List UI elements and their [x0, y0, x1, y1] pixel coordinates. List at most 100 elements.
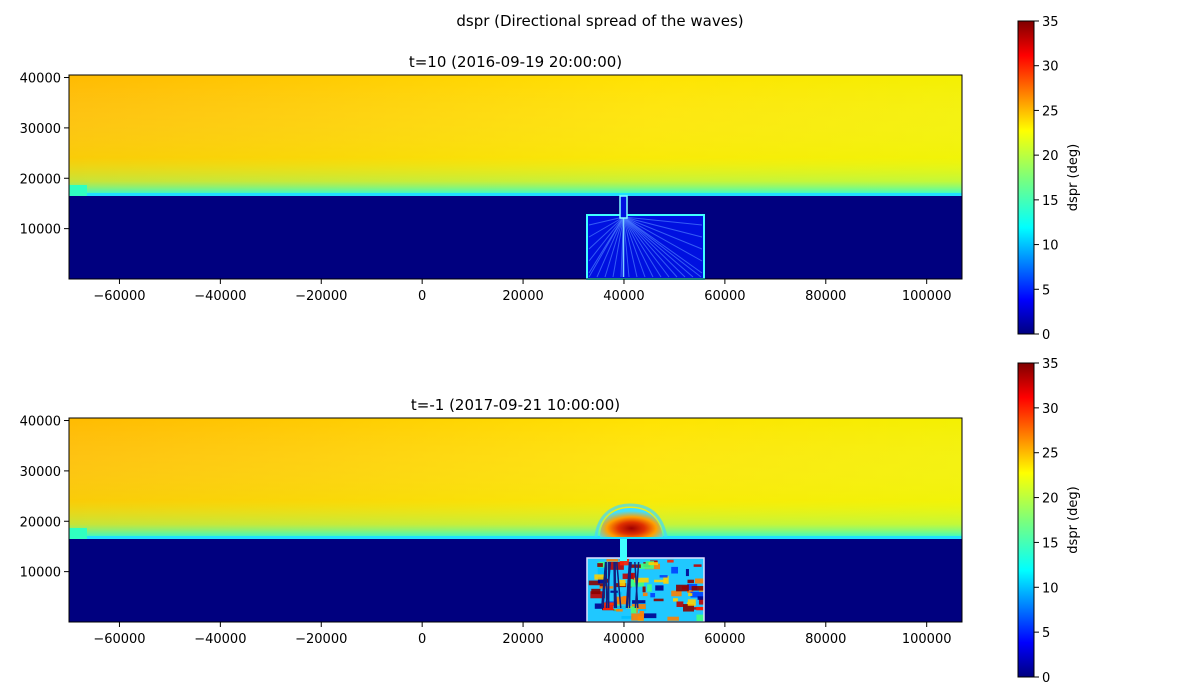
harbour-cell — [613, 605, 626, 610]
harbour-cell — [613, 596, 630, 605]
colorbar-tick-label: 20 — [1042, 149, 1059, 164]
harbour-ray — [623, 216, 703, 274]
harbour-ray — [596, 216, 624, 278]
harbour-cell — [594, 603, 605, 609]
harbour-cell — [622, 595, 627, 602]
colorbar-1-label: dspr (deg) — [1066, 144, 1081, 211]
harbour-ray — [612, 216, 624, 278]
x-tick-label: −20000 — [295, 289, 347, 304]
harbour-cell — [597, 563, 603, 567]
harbour-cell — [694, 578, 704, 584]
subplot-1-x-axis: −60000 −40000 −20000 0 20000 40000 60000 80000 1… — [93, 279, 952, 304]
x-tick-label: −60000 — [93, 632, 145, 647]
harbour-ray — [604, 216, 624, 278]
subplot-2-channel — [620, 539, 627, 561]
subplot-2-title: t=-1 (2017-09-21 10:00:00) — [411, 396, 620, 414]
y-tick-label: 20000 — [20, 172, 61, 187]
harbour-ray — [588, 216, 624, 262]
y-tick-label: 30000 — [20, 465, 61, 480]
harbour-cell — [676, 601, 684, 607]
x-tick-label: 60000 — [704, 289, 745, 304]
colorbar-tick-label: 0 — [1042, 671, 1050, 686]
harbour-cell — [683, 604, 694, 612]
subplot-1-coastline-band — [69, 193, 962, 196]
y-tick-label: 20000 — [20, 515, 61, 530]
harbour-cell — [687, 599, 696, 606]
subplot-2-axes-frame — [68, 417, 963, 623]
harbour-cell — [619, 579, 626, 587]
colorbar-tick-label: 10 — [1042, 581, 1059, 596]
colorbar-tick-label: 5 — [1042, 283, 1050, 298]
colorbar-tick-label: 35 — [1042, 357, 1059, 372]
harbour-cell — [621, 615, 633, 619]
y-tick-label: 30000 — [20, 122, 61, 137]
x-tick-label: 100000 — [902, 632, 952, 647]
subplot-2-coastline-band — [69, 536, 962, 539]
colorbar-tick-label: 0 — [1042, 328, 1050, 343]
harbour-cell — [653, 598, 664, 602]
harbour-cell — [690, 591, 704, 598]
x-tick-label: 80000 — [805, 632, 846, 647]
x-tick-label: 20000 — [502, 289, 543, 304]
harbour-cell — [631, 604, 646, 610]
harbour-streak — [616, 561, 622, 609]
harbour-ray — [623, 216, 703, 238]
subplot-1-west-boundary-step — [69, 185, 87, 196]
subplot-1-field — [69, 75, 962, 280]
figure-suptitle: dspr (Directional spread of the waves) — [456, 12, 743, 30]
x-tick-label: 40000 — [603, 632, 644, 647]
harbour-cell — [648, 562, 658, 566]
y-tick-label: 10000 — [20, 566, 61, 581]
harbour-cell — [659, 575, 668, 578]
harbour-cell — [597, 577, 607, 584]
harbour-ray — [623, 216, 686, 278]
subplot-1: t=10 (2016-09-19 20:00:00) −60000 −40000−… — [20, 53, 963, 304]
subplot-1-nearshore-region — [69, 196, 962, 279]
harbour-streak — [634, 561, 639, 609]
colorbar-tick-label: 25 — [1042, 447, 1059, 462]
harbour-streak — [625, 561, 631, 609]
subplot-1-harbour-rays — [588, 216, 703, 278]
harbour-cell — [591, 588, 601, 595]
subplot-2: t=-1 (2017-09-21 10:00:00) −60000 −40000−… — [20, 396, 963, 647]
harbour-ray — [623, 216, 646, 278]
subplot-1-title: t=10 (2016-09-19 20:00:00) — [409, 53, 622, 71]
harbour-cell — [667, 559, 674, 563]
harbour-cell — [630, 606, 637, 614]
colorbar-tick-label: 20 — [1042, 492, 1059, 507]
x-tick-label: 40000 — [603, 289, 644, 304]
colorbar-tick-label: 10 — [1042, 239, 1059, 254]
colorbar-tick-label: 30 — [1042, 60, 1059, 75]
harbour-cell — [606, 559, 619, 562]
colorbar-tick-label: 30 — [1042, 402, 1059, 417]
x-tick-label: 80000 — [805, 289, 846, 304]
y-tick-label: 40000 — [20, 72, 61, 87]
subplot-2-plume-halo — [594, 503, 668, 538]
harbour-cell — [619, 559, 630, 566]
x-tick-label: −60000 — [93, 289, 145, 304]
harbour-cell — [599, 583, 606, 588]
harbour-cell — [643, 613, 657, 619]
harbour-cell — [691, 585, 704, 591]
harbour-cell — [676, 584, 689, 592]
colorbar-1-gradient — [1017, 20, 1035, 335]
x-tick-label: 20000 — [502, 632, 543, 647]
subplot-2-harbour-pattern — [586, 557, 705, 623]
harbour-streak — [601, 561, 607, 609]
x-tick-label: 100000 — [902, 289, 952, 304]
subplot-2-west-boundary-step — [69, 528, 87, 539]
subplot-2-nearshore-region — [69, 539, 962, 622]
harbour-cell — [663, 575, 669, 584]
colorbar-tick-label: 15 — [1042, 536, 1059, 551]
harbour-ray — [588, 216, 624, 274]
subplot-2-y-axis: 10000 20000 30000 40000 — [20, 415, 69, 581]
harbour-cell — [654, 579, 666, 583]
harbour-cell — [687, 579, 694, 584]
harbour-cell — [632, 600, 646, 604]
harbour-cell — [696, 606, 704, 611]
harbour-ray — [623, 216, 654, 278]
subplot-1-offshore-shading — [69, 75, 962, 193]
harbour-cell — [642, 592, 648, 597]
harbour-ray — [623, 216, 670, 278]
